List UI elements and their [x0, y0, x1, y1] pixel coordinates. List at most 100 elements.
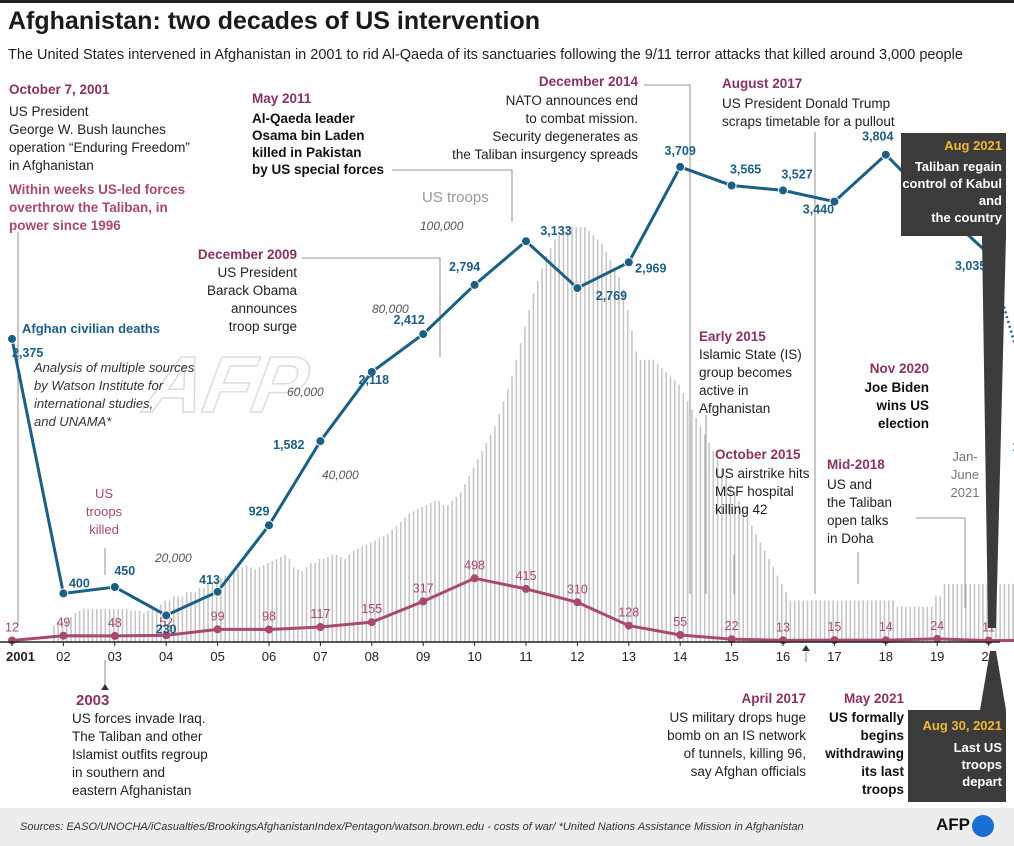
- afp-watermark: AFP: [137, 341, 315, 430]
- troop-bar: [374, 540, 376, 642]
- may2011-line-1: Al-Qaeda leader: [252, 111, 356, 126]
- troops-killed-label-3: killed: [89, 522, 119, 537]
- weeks-line-3: power since 1996: [9, 218, 121, 233]
- troop-bar: [108, 608, 111, 642]
- y2003-line-3: Islamist outfits regroup: [72, 747, 208, 762]
- troop-bar: [387, 534, 389, 642]
- troop-bar: [220, 577, 222, 642]
- civilian-deaths-point: [880, 149, 891, 160]
- troop-bar: [918, 606, 920, 642]
- troop-bar: [631, 330, 633, 642]
- troops-killed-point: [522, 584, 530, 593]
- troop-bar: [365, 544, 368, 642]
- troop-bar: [866, 600, 869, 642]
- civilian-deaths-label: 230: [156, 622, 177, 636]
- troop-bar: [237, 569, 239, 643]
- troop-bar: [982, 583, 984, 642]
- oct2015-annotation: October 2015 US airstrike hits MSF hospi…: [715, 447, 810, 517]
- troop-bar: [160, 604, 162, 642]
- troop-bar: [558, 235, 560, 643]
- apr2017-line-4: say Afghan officials: [691, 764, 807, 779]
- x-tick-label: 14: [673, 649, 687, 664]
- troop-bar: [956, 583, 959, 642]
- aug30-line-3: depart: [962, 774, 1002, 789]
- troop-bar: [322, 559, 325, 642]
- mid2018-date: Mid-2018: [827, 457, 885, 472]
- troops-killed-label: 117: [310, 607, 330, 621]
- aug2021-line-3: and: [979, 193, 1002, 208]
- troop-bar: [434, 500, 436, 642]
- troop-bar: [190, 592, 192, 642]
- troop-tick-label: 60,000: [287, 385, 324, 399]
- jan2021-line-1: Jan-: [952, 449, 977, 464]
- troop-bar: [464, 484, 466, 642]
- troops-killed-point: [316, 623, 325, 631]
- troop-bar: [404, 517, 406, 642]
- troop-bar: [772, 567, 775, 642]
- troop-bar: [823, 600, 826, 642]
- troop-bar: [686, 401, 689, 642]
- troop-bar: [481, 451, 483, 642]
- troops-killed-point: [213, 625, 222, 634]
- troop-bar: [181, 596, 184, 642]
- troops-killed-point: [933, 634, 942, 643]
- troop-bar: [130, 610, 132, 643]
- x-tick-label: 15: [724, 649, 738, 664]
- us-troops-bars: [53, 227, 1014, 643]
- troop-bar: [751, 525, 753, 642]
- civilian-deaths-label: 3,804: [862, 130, 893, 144]
- early2015-line-4: Afghanistan: [699, 401, 770, 416]
- apr2017-line-1: US military drops huge: [669, 710, 806, 725]
- troop-bar: [258, 567, 261, 642]
- troop-bar: [207, 583, 209, 642]
- troop-bar: [999, 583, 1001, 642]
- troop-bar: [57, 621, 59, 642]
- troop-bar: [571, 227, 573, 642]
- troop-bar: [305, 567, 308, 642]
- troop-bar: [536, 280, 539, 642]
- dec2009-annotation: December 2009 US President Barack Obama …: [198, 247, 298, 334]
- troop-bar: [421, 507, 423, 643]
- troop-bar: [74, 612, 77, 642]
- troop-bar: [768, 559, 770, 642]
- troop-bar: [425, 505, 428, 642]
- troop-bar: [618, 276, 620, 642]
- may2021-line-3: withdrawing: [824, 746, 904, 761]
- troop-bar: [742, 509, 745, 642]
- troop-bar: [562, 231, 565, 642]
- nov2020-date: Nov 2020: [870, 361, 929, 376]
- weeks-annotation: Within weeks US-led forces overthrow the…: [9, 182, 185, 233]
- troop-bar: [965, 583, 967, 642]
- troop-bar: [781, 583, 783, 642]
- footer-bar: [0, 808, 1014, 846]
- troop-bar: [477, 459, 479, 642]
- troop-bar: [494, 426, 496, 642]
- troop-bar: [575, 227, 578, 642]
- aug30-date: Aug 30, 2021: [923, 718, 1003, 733]
- may2021-date: May 2021: [844, 691, 905, 706]
- troops-killed-label: 415: [516, 569, 537, 583]
- may2021-line-4: its last: [861, 764, 904, 779]
- early2015-annotation: Early 2015 Islamic State (IS) group beco…: [699, 329, 802, 416]
- troop-bar: [352, 550, 355, 642]
- troop-bar: [896, 606, 899, 642]
- troop-bar: [301, 571, 304, 642]
- x-tick-label: 08: [365, 649, 379, 664]
- dec2014-annotation: December 2014 NATO announces end to comb…: [452, 74, 638, 162]
- troop-bar: [125, 608, 128, 642]
- troops-killed-point: [470, 574, 479, 583]
- civilian-deaths-point: [469, 279, 480, 290]
- troop-bar: [879, 600, 882, 642]
- x-tick-label: 03: [108, 649, 122, 664]
- x-tick-label: 09: [416, 649, 430, 664]
- may2021-annotation: May 2021 US formally begins withdrawing …: [824, 691, 904, 797]
- troop-bar: [892, 600, 894, 642]
- troop-bar: [785, 592, 787, 642]
- civilian-deaths-point: [829, 196, 840, 207]
- troop-tick-label: 40,000: [322, 468, 359, 482]
- troops-killed-point: [265, 625, 273, 634]
- troops-killed-label: 22: [725, 619, 739, 633]
- civ-note-line-3: international studies,: [34, 396, 153, 411]
- troop-bar: [626, 310, 629, 642]
- leader-lines: [17, 84, 966, 685]
